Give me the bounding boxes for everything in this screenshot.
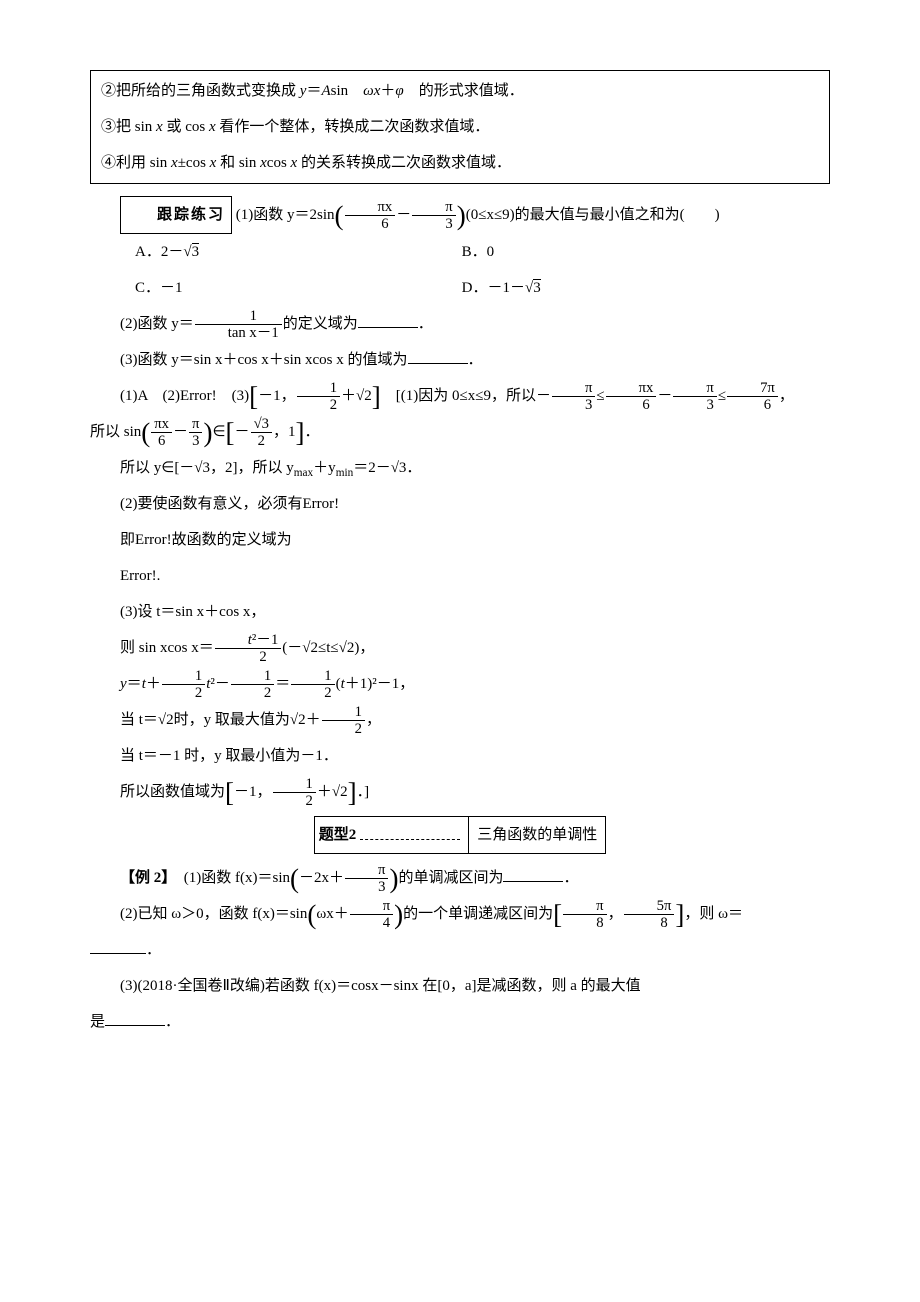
options-row-1: A．2－√3 B．0 — [90, 234, 830, 270]
expl-3d: 当 t＝√2时，y 取最大值为√2＋12， — [90, 702, 830, 738]
expl-2a: (2)要使函数有意义，必须有Error! — [90, 486, 830, 522]
expl-3e: 当 t＝－1 时，y 取最小值为－1． — [90, 738, 830, 774]
followup-q1: 跟踪练习 (1)函数 y＝2sin(πx6－π3)(0≤x≤9)的最大值与最小值… — [90, 196, 830, 234]
option-c: C．－1 — [135, 270, 462, 306]
section-title-2: 题型2 三角函数的单调性 — [90, 816, 830, 854]
example2-q2-blank: ． — [90, 932, 830, 968]
expl-line-sin: 所以 sin(πx6－π3)∈[－√32，1]． — [90, 414, 830, 450]
followup-q3: (3)函数 y＝sin x＋cos x＋sin xcos x 的值域为． — [90, 342, 830, 378]
method-3: ③把 sin x 或 cos x 看作一个整体，转换成二次函数求值域． — [101, 109, 819, 145]
method-4: ④利用 sin x±cos x 和 sin xcos x 的关系转换成二次函数求… — [101, 145, 819, 181]
option-a: A．2－√3 — [135, 234, 462, 270]
expl-3a: (3)设 t＝sin x＋cos x， — [90, 594, 830, 630]
option-b: B．0 — [462, 234, 810, 270]
expl-3c: y＝t＋12t²－12＝12(t＋1)²－1， — [90, 666, 830, 702]
blank-ex2-1 — [503, 866, 563, 882]
expl-2b: 即Error!故函数的定义域为 — [90, 522, 830, 558]
answers-line: (1)A (2)Error! (3)[－1，12＋√2] [(1)因为 0≤x≤… — [90, 378, 830, 414]
followup-label: 跟踪练习 — [120, 196, 232, 234]
method-2: ②把所给的三角函数式变换成 y＝Asin ωx＋φ 的形式求值域． — [101, 73, 819, 109]
followup-q2: (2)函数 y＝1tan x－1的定义域为． — [90, 306, 830, 342]
blank-q3 — [408, 348, 468, 364]
blank-ex2-2 — [90, 938, 146, 954]
options-row-2: C．－1 D．－1－√3 — [90, 270, 830, 306]
expl-3f: 所以函数值域为[－1，12＋√2]．] — [90, 774, 830, 810]
option-d: D．－1－√3 — [462, 270, 810, 306]
example2-q1: 【例 2】 (1)函数 f(x)＝sin(－2x＋π3)的单调减区间为． — [90, 860, 830, 896]
expl-3b: 则 sin xcos x＝t²－12(－√2≤t≤√2)， — [90, 630, 830, 666]
expl-line-y: 所以 y∈[－√3，2]，所以 ymax＋ymin＝2－√3． — [90, 450, 830, 486]
blank-q2 — [358, 312, 418, 328]
example2-q3: (3)(2018·全国卷Ⅱ改编)若函数 f(x)＝cosx－sinx 在[0，a… — [90, 968, 830, 1004]
blank-ex2-3 — [105, 1010, 165, 1026]
expl-2c: Error!. — [90, 558, 830, 594]
example2-q2: (2)已知 ω＞0，函数 f(x)＝sin(ωx＋π4)的一个单调递减区间为[π… — [90, 896, 830, 932]
example2-q3b: 是． — [90, 1004, 830, 1040]
example-label: 【例 2】 — [120, 870, 169, 886]
methods-box: ②把所给的三角函数式变换成 y＝Asin ωx＋φ 的形式求值域． ③把 sin… — [90, 70, 830, 184]
